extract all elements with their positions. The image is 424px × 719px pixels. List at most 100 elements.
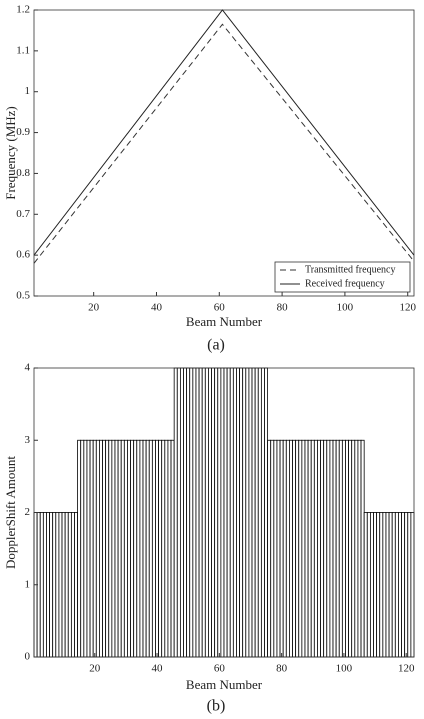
bar — [310, 439, 315, 658]
bar — [67, 512, 72, 658]
bar — [95, 439, 100, 658]
bar — [270, 439, 275, 658]
bar — [183, 367, 188, 658]
bar — [204, 367, 209, 658]
bar — [64, 512, 69, 658]
bar — [394, 512, 399, 658]
bar — [42, 512, 47, 658]
legend-label: Transmitted frequency — [305, 264, 395, 275]
plot-frame — [33, 9, 415, 297]
bar — [114, 439, 119, 658]
bar — [366, 512, 371, 658]
bar — [326, 439, 331, 658]
bar — [357, 439, 362, 658]
bar — [92, 439, 97, 658]
bar — [133, 439, 138, 658]
bar — [341, 439, 346, 658]
y-tick-label: 0.5 — [16, 290, 30, 302]
bar — [55, 512, 60, 658]
bar — [39, 512, 44, 658]
bar — [229, 367, 234, 658]
x-tick-label: 60 — [214, 663, 226, 675]
bar — [376, 512, 381, 658]
bar — [105, 439, 110, 658]
bar — [198, 367, 203, 658]
bar — [127, 439, 131, 658]
bar — [391, 512, 396, 658]
bar — [313, 439, 318, 658]
bar — [407, 512, 412, 658]
x-tick-label: 120 — [398, 663, 415, 675]
bar — [70, 512, 75, 658]
line — [33, 9, 415, 256]
bar — [236, 367, 240, 658]
bar — [354, 439, 359, 658]
bar — [273, 439, 278, 658]
bar — [295, 439, 300, 658]
y-tick-label: 0 — [25, 651, 31, 663]
bar — [385, 512, 390, 658]
y-tick-label: 0.9 — [16, 126, 30, 138]
bar — [239, 367, 244, 658]
bar — [214, 367, 219, 658]
bar — [301, 439, 306, 658]
x-tick-label: 20 — [88, 302, 100, 314]
caption: (a) — [207, 337, 225, 354]
bar — [338, 439, 343, 658]
bar — [276, 439, 281, 658]
bar — [158, 439, 163, 658]
bar — [388, 512, 393, 658]
y-tick-label: 2 — [25, 506, 31, 518]
bar — [189, 367, 194, 658]
bar — [373, 512, 378, 658]
bar — [360, 439, 365, 658]
bar — [332, 439, 337, 658]
bar — [139, 439, 144, 658]
bar — [176, 367, 181, 658]
bar — [151, 439, 156, 658]
bar — [248, 367, 253, 658]
bar — [329, 439, 334, 658]
bar — [245, 367, 250, 658]
bar — [192, 367, 197, 658]
bar — [195, 367, 200, 658]
bar — [83, 439, 88, 658]
bar — [404, 512, 409, 658]
bar — [58, 512, 63, 658]
bar — [398, 512, 402, 658]
bar — [282, 439, 287, 658]
bar — [223, 367, 228, 658]
bar — [130, 439, 135, 658]
bar — [46, 512, 50, 658]
x-axis-label: Beam Number — [186, 677, 263, 692]
x-axis-label: Beam Number — [186, 314, 263, 329]
bar — [289, 439, 293, 658]
bar — [254, 367, 259, 658]
x-tick-label: 120 — [399, 302, 416, 314]
bar — [292, 439, 297, 658]
x-tick-label: 20 — [89, 663, 101, 675]
y-axis-label: DopplerShift Amount — [3, 456, 18, 569]
bar — [49, 512, 54, 658]
bar — [251, 367, 256, 658]
bar — [317, 439, 321, 658]
bar — [167, 439, 172, 658]
bar — [363, 512, 368, 658]
bar — [120, 439, 125, 658]
x-tick-label: 100 — [336, 663, 353, 675]
bar — [148, 439, 153, 658]
bar — [179, 367, 184, 658]
bar — [379, 512, 384, 658]
bar — [77, 439, 82, 658]
bar — [186, 367, 191, 658]
bar — [382, 512, 387, 658]
bar — [323, 439, 328, 658]
y-tick-label: 1.2 — [16, 4, 30, 16]
bar — [123, 439, 128, 658]
bar — [220, 367, 225, 658]
y-axis-label: Frequency (MHz) — [3, 106, 18, 200]
chart: 20 40 60 80 100 120 0 1 2 3 4 Beam Number DopplerShi… — [3, 362, 415, 715]
x-tick-label: 80 — [276, 663, 288, 675]
bar — [52, 512, 57, 658]
